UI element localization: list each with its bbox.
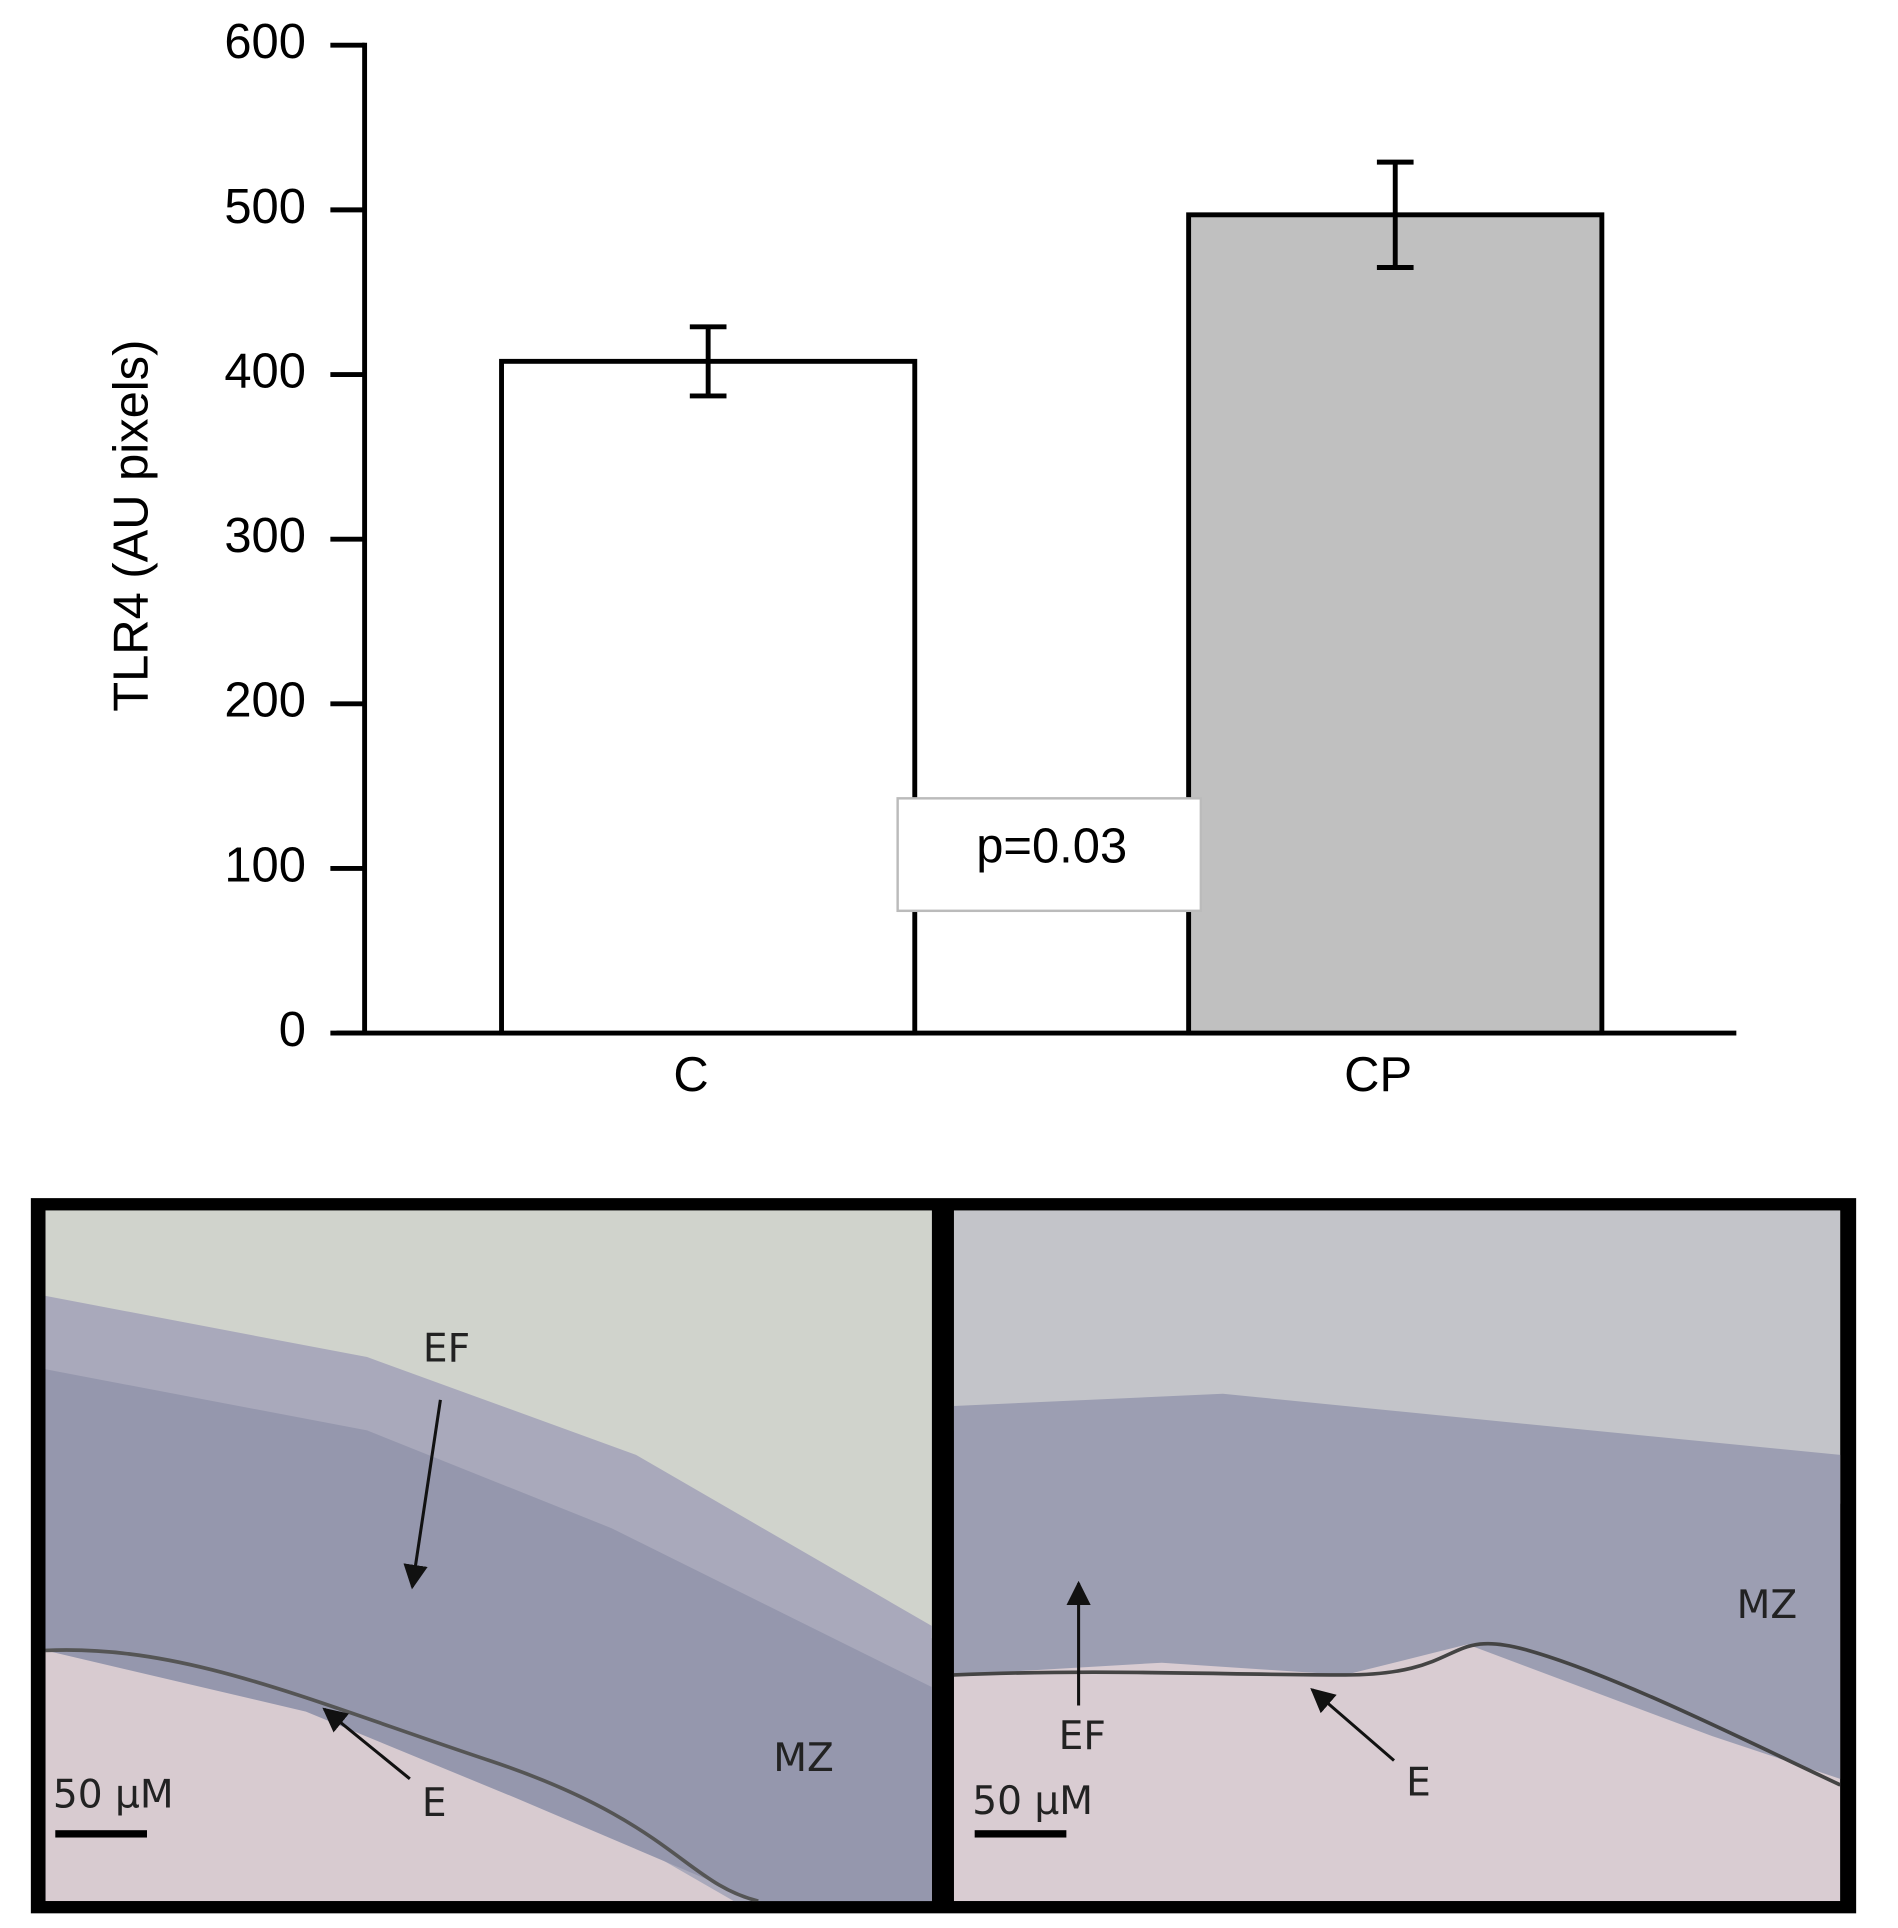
x-tick-label: C	[673, 1048, 708, 1102]
micro-label: E	[1406, 1760, 1431, 1805]
y-tick-label: 100	[224, 838, 306, 892]
y-axis-label: TLR4 (AU pixels)	[105, 340, 159, 712]
scale-bar	[974, 1830, 1067, 1838]
arrow	[322, 1707, 411, 1781]
y-tick-label: 400	[224, 344, 306, 398]
micro-label: E	[422, 1781, 447, 1826]
plot: 0 100 200 300 400 500 600 C CP	[224, 15, 1605, 1102]
micro-label: EF	[1059, 1714, 1106, 1759]
error-bar	[1376, 159, 1414, 270]
bar	[499, 358, 918, 1036]
bar	[1186, 212, 1605, 1036]
y-tick-label: 300	[224, 509, 306, 563]
arrow	[403, 1399, 442, 1590]
y-tick-label: 200	[224, 674, 306, 728]
scale-label: 50 μM	[53, 1773, 174, 1818]
micro-label: MZ	[1737, 1583, 1798, 1628]
annotation-box	[896, 797, 1203, 913]
scale-bar	[55, 1830, 147, 1838]
micrograph-left	[45, 1210, 932, 1902]
micro-label: EF	[423, 1326, 470, 1371]
micro-label: MZ	[773, 1736, 834, 1781]
x-tick-label: CP	[1344, 1048, 1412, 1102]
arrow	[1310, 1687, 1396, 1762]
annotation: p=0.03	[976, 820, 1127, 874]
micrograph-right	[953, 1210, 1841, 1902]
y-tick-label: 500	[224, 180, 306, 234]
y-tick-label: 600	[224, 15, 306, 69]
scale-label: 50 μM	[972, 1779, 1093, 1824]
error-bar	[689, 324, 727, 399]
y-tick-label: 0	[279, 1003, 306, 1057]
